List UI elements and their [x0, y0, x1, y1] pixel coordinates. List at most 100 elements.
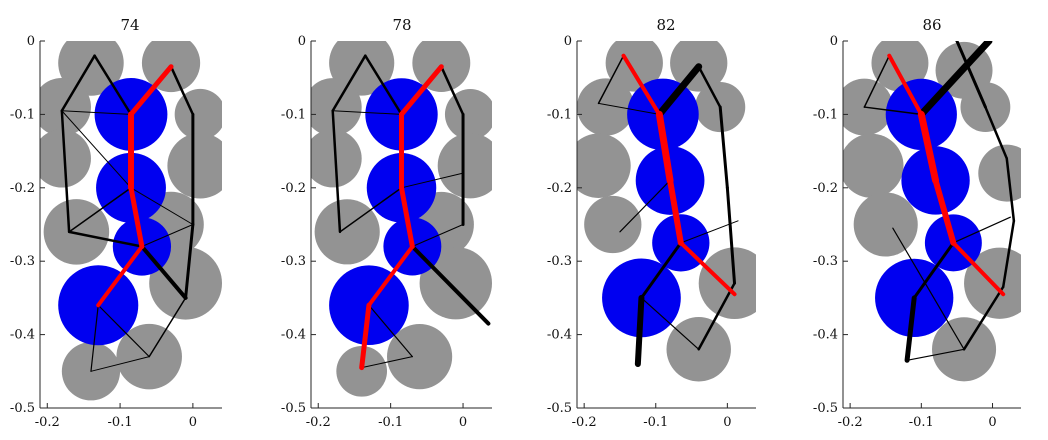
gray-particle: [412, 41, 471, 92]
force-chain-black: [90, 356, 150, 372]
panel-title: 86: [922, 16, 941, 34]
gray-particle: [605, 41, 663, 92]
force-chain-black: [148, 297, 187, 358]
gray-particle: [174, 88, 222, 140]
force-chain-black: [361, 356, 413, 369]
force-chain-black: [697, 281, 736, 351]
force-chain-black: [410, 244, 491, 326]
force-chain-red: [621, 53, 662, 117]
x-tick-label: 0: [988, 415, 996, 430]
force-chain-red: [678, 240, 737, 297]
gray-particle: [871, 41, 929, 92]
force-chain-black: [904, 295, 917, 363]
force-chain-black: [1005, 157, 1016, 223]
force-chain-red: [887, 53, 924, 117]
force-chain-black: [331, 54, 367, 112]
y-tick-label: -0.3: [281, 254, 306, 269]
gray-particle: [444, 89, 492, 140]
y-tick-label: -0.4: [281, 328, 306, 343]
x-tick-label: -0.2: [306, 415, 331, 430]
y-tick-label: -0.2: [281, 181, 306, 196]
force-chain-black: [364, 54, 403, 116]
panel-1: 74 0-0.1-0.2-0.3-0.4-0.5-0.2 -0.1 0: [10, 16, 222, 430]
force-chain-red: [399, 185, 415, 250]
gray-particle: [314, 199, 380, 265]
force-chain-red: [399, 64, 444, 117]
panel-title: 82: [656, 16, 675, 34]
x-tick-label: 0: [723, 415, 731, 430]
force-chain-black: [917, 41, 993, 118]
gray-particle: [853, 192, 918, 257]
y-tick-label: -0.3: [547, 254, 572, 269]
force-chain-red: [359, 302, 372, 371]
x-tick-label: 0: [189, 415, 197, 430]
x-tick-label: -0.2: [838, 415, 863, 430]
force-chain-black: [139, 244, 188, 300]
y-tick-label: 0: [27, 34, 35, 49]
y-tick-label: -0.1: [547, 107, 572, 122]
y-tick-label: -0.1: [813, 107, 838, 122]
force-chain-black: [130, 187, 194, 225]
gray-particle: [577, 133, 631, 198]
force-chain-black: [93, 54, 133, 116]
y-tick-label: -0.5: [547, 401, 572, 416]
panel-3: 82 0-0.1-0.2-0.3-0.4-0.5-0.2 -0.1 0: [547, 16, 756, 430]
y-tick-label: -0.4: [813, 328, 838, 343]
force-chain-black: [339, 187, 403, 233]
y-tick-label: -0.5: [281, 401, 306, 416]
plot-area: [40, 41, 222, 401]
force-chain-red: [917, 110, 940, 184]
force-chain-red: [366, 244, 415, 308]
force-chain-black: [61, 110, 132, 189]
force-chain-black: [331, 109, 342, 234]
force-chain-black: [411, 224, 464, 248]
plot-area: [311, 41, 492, 397]
force-chain-black: [1001, 219, 1016, 289]
force-chain-black: [332, 110, 402, 115]
force-chain-black: [680, 220, 739, 244]
gray-particle: [141, 41, 201, 93]
gray-particle: [437, 133, 492, 199]
panel-4: 86 0-0.1-0.2-0.3-0.4-0.5-0.2 -0.1 0: [813, 16, 1021, 430]
gray-particle: [40, 129, 91, 188]
force-chain-black: [906, 348, 965, 361]
force-chain-red: [128, 64, 174, 117]
y-tick-label: -0.5: [813, 401, 838, 416]
gray-particle: [419, 247, 492, 320]
force-chain-red: [128, 185, 145, 250]
panel-2: 78 0-0.1-0.2-0.3-0.4-0.5-0.2 -0.1 0: [281, 16, 492, 430]
y-tick-label: -0.3: [813, 254, 838, 269]
gray-particle: [311, 129, 362, 188]
force-chain-black: [863, 106, 923, 116]
gray-particle: [978, 144, 1021, 202]
force-chain-black: [60, 109, 71, 234]
gray-particle: [336, 345, 388, 397]
gray-particle: [843, 133, 904, 198]
y-tick-label: -0.2: [547, 181, 572, 196]
force-chain-red: [96, 244, 144, 308]
force-chain-black: [368, 304, 413, 358]
x-tick-label: 0: [459, 415, 467, 430]
y-tick-label: -0.3: [10, 254, 35, 269]
gray-particle: [577, 78, 635, 136]
force-chain-black: [634, 294, 645, 367]
force-chain-black: [597, 54, 625, 105]
force-chain-black: [863, 54, 891, 108]
x-tick-label: -0.2: [35, 415, 60, 430]
force-chain-black: [61, 110, 132, 115]
force-chain-black: [60, 54, 96, 112]
force-chain-black: [97, 304, 150, 358]
y-tick-label: -0.5: [10, 401, 35, 416]
force-chain-black: [892, 227, 965, 350]
force-chain-black: [640, 297, 700, 350]
force-chain-black: [725, 186, 737, 285]
panel-title: 78: [392, 16, 411, 34]
x-tick-label: -0.1: [108, 415, 133, 430]
force-chain-black: [597, 102, 660, 115]
force-chain-black: [169, 65, 195, 116]
y-tick-label: -0.4: [10, 328, 35, 343]
y-tick-label: 0: [830, 34, 838, 49]
force-chain-black: [184, 223, 195, 300]
force-chain-black: [401, 172, 464, 189]
